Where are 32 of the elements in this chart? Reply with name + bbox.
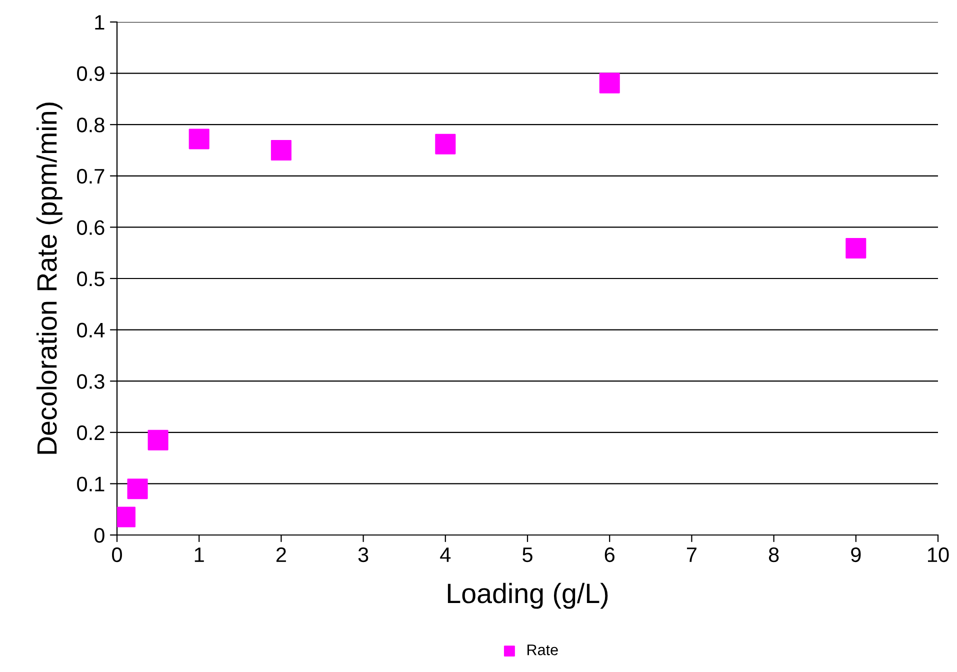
x-tick-label: 5: [522, 548, 532, 562]
x-tick-label: 7: [686, 548, 696, 562]
legend-label: Rate: [528, 644, 558, 656]
y-tick-label: 0.2: [77, 425, 104, 440]
point: [599, 72, 620, 94]
x-tick-label: 9: [851, 547, 861, 562]
point: [188, 128, 210, 150]
y-tick-label: 0.4: [77, 322, 105, 338]
x-tick-label: 4: [440, 548, 451, 562]
x-tick-label: 1: [194, 548, 204, 562]
y-tick-label: 0.7: [77, 168, 104, 184]
y-tick-label: 0.6: [77, 220, 104, 235]
point: [148, 430, 168, 450]
x-tick-label: 2: [276, 547, 286, 562]
x-tick-label: 3: [358, 547, 368, 562]
point: [127, 478, 148, 500]
y-tick-label: 0.8: [77, 118, 104, 132]
x-tick-label: 8: [768, 547, 779, 562]
x-axis-title: Loading (g/L): [448, 582, 608, 609]
y-tick-label: 0.9: [77, 66, 104, 82]
point: [435, 134, 456, 154]
x-tick-label: 6: [604, 547, 614, 562]
point: [846, 238, 866, 258]
x-tick-label: 0: [112, 547, 122, 562]
y-tick-label: 0: [94, 528, 104, 543]
y-tick-label: 1: [95, 15, 104, 30]
x-tick-label: 10: [928, 547, 949, 562]
y-tick-label: 0.3: [77, 374, 104, 389]
y-tick-label: 0.1: [77, 476, 104, 492]
y-axis-title: Decoloration Rate (ppm/min): [36, 102, 62, 454]
y-tick-label: 0.5: [77, 272, 104, 286]
point: [270, 140, 292, 161]
